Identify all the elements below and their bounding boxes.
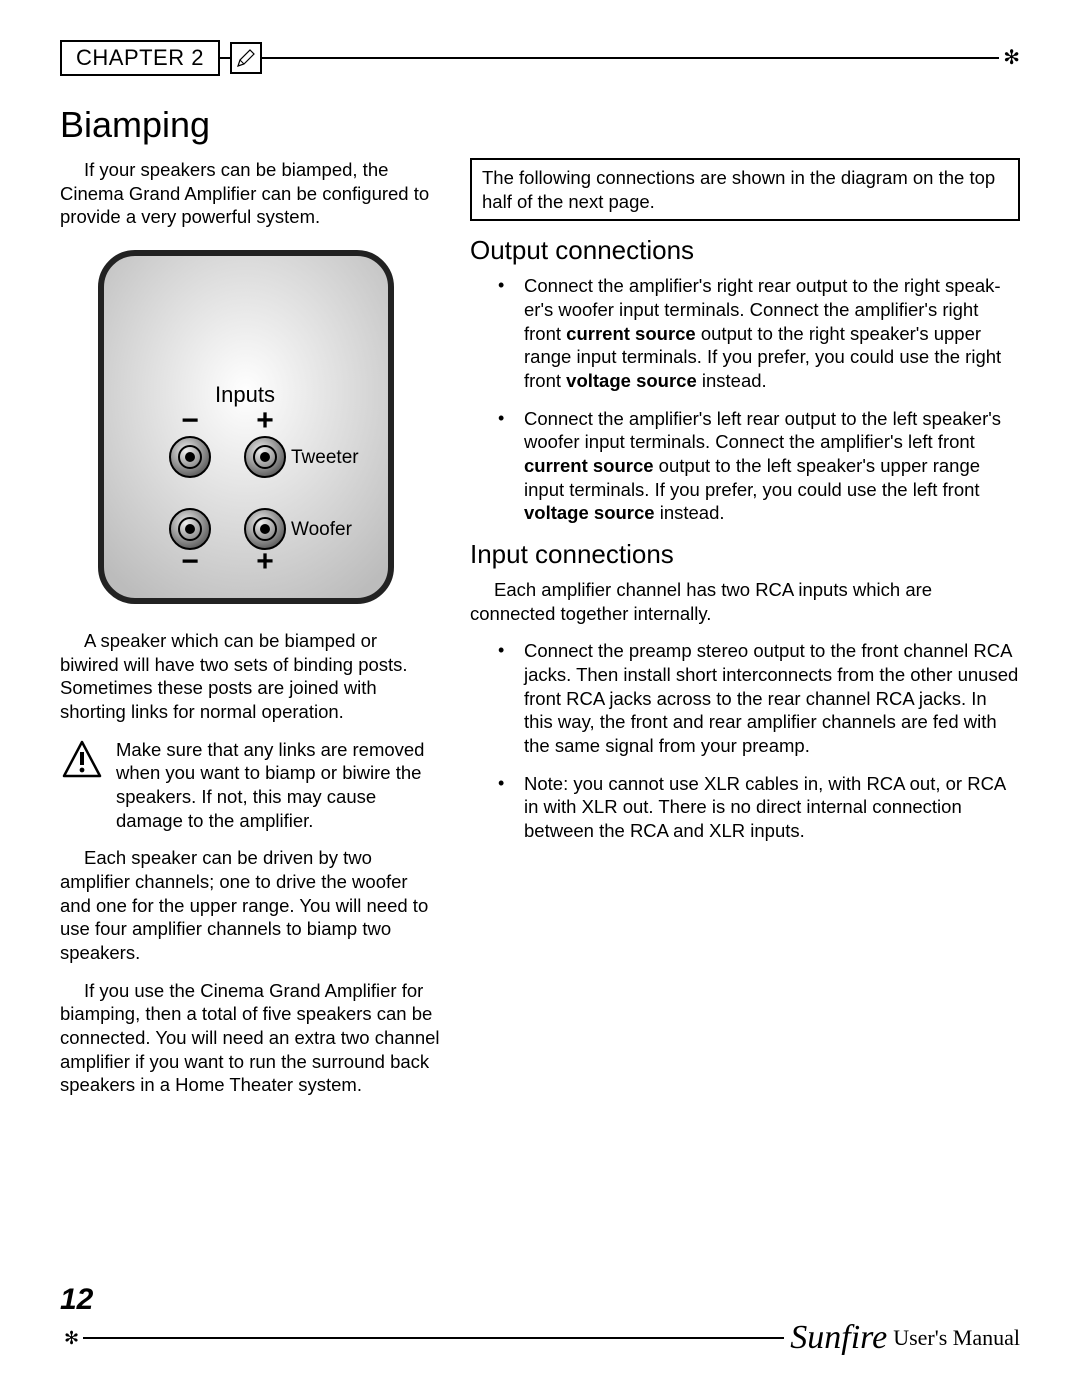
svg-text:+: + — [256, 404, 274, 437]
tweeter-post-neg — [170, 437, 210, 477]
chapter-label: CHAPTER 2 — [60, 40, 220, 76]
tweeter-post-pos — [245, 437, 285, 477]
intro-para: If your speakers can be biamped, the Cin… — [60, 158, 440, 229]
page-number: 12 — [60, 1283, 93, 1317]
left-column: If your speakers can be biamped, the Cin… — [60, 158, 440, 1111]
output-item-left: Connect the amplifier's left rear output… — [524, 407, 1020, 525]
input-list: Connect the preamp stereo output to the … — [470, 639, 1020, 842]
tweeter-label: Tweeter — [291, 447, 359, 468]
page-title: Biamping — [60, 104, 1020, 146]
channels-para: Each speaker can be driven by two amplif… — [60, 846, 440, 964]
chapter-header: CHAPTER 2 ✻ — [60, 40, 1020, 76]
brand-name: Sunfire — [790, 1319, 887, 1357]
woofer-post-neg — [170, 509, 210, 549]
output-heading: Output connections — [470, 235, 1020, 266]
input-intro: Each amplifier channel has two RCA input… — [470, 578, 1020, 625]
star-icon: ✻ — [1003, 48, 1020, 68]
svg-text:−: − — [181, 545, 199, 578]
note-box: The following connections are shown in t… — [470, 158, 1020, 221]
svg-text:−: − — [181, 404, 199, 437]
five-speakers-para: If you use the Cinema Grand Ampli­fier f… — [60, 979, 440, 1097]
svg-text:+: + — [256, 545, 274, 578]
speaker-diagram: Inputs − + Tweeter — [60, 247, 440, 607]
page-footer: 12 ✻ Sunfire User's Manual — [60, 1283, 1020, 1357]
input-item-xlr-note: Note: you cannot use XLR cables in, with… — [524, 772, 1020, 843]
output-item-right: Connect the amplifier's right rear outpu… — [524, 274, 1020, 392]
woofer-post-pos — [245, 509, 285, 549]
warning-text: Make sure that any links are removed whe… — [116, 738, 440, 833]
biwire-para: A speaker which can be biamped or biwire… — [60, 629, 440, 724]
output-list: Connect the amplifier's right rear outpu… — [470, 274, 1020, 525]
input-item-rca: Connect the preamp stereo output to the … — [524, 639, 1020, 757]
input-heading: Input connections — [470, 539, 1020, 570]
footer-rule — [83, 1337, 784, 1339]
brand-sub: User's Manual — [893, 1325, 1020, 1351]
note-text: The following connections are shown in t… — [482, 167, 995, 212]
footer-star-left-icon: ✻ — [64, 1328, 79, 1349]
woofer-label: Woofer — [291, 519, 353, 540]
hdr-connector — [220, 57, 230, 59]
hdr-rule — [272, 57, 999, 59]
hdr-connector-2 — [262, 57, 272, 59]
pencil-icon — [230, 42, 262, 74]
warning-icon — [60, 738, 104, 833]
warning-note: Make sure that any links are removed whe… — [60, 738, 440, 833]
right-column: The following connections are shown in t… — [470, 158, 1020, 1111]
